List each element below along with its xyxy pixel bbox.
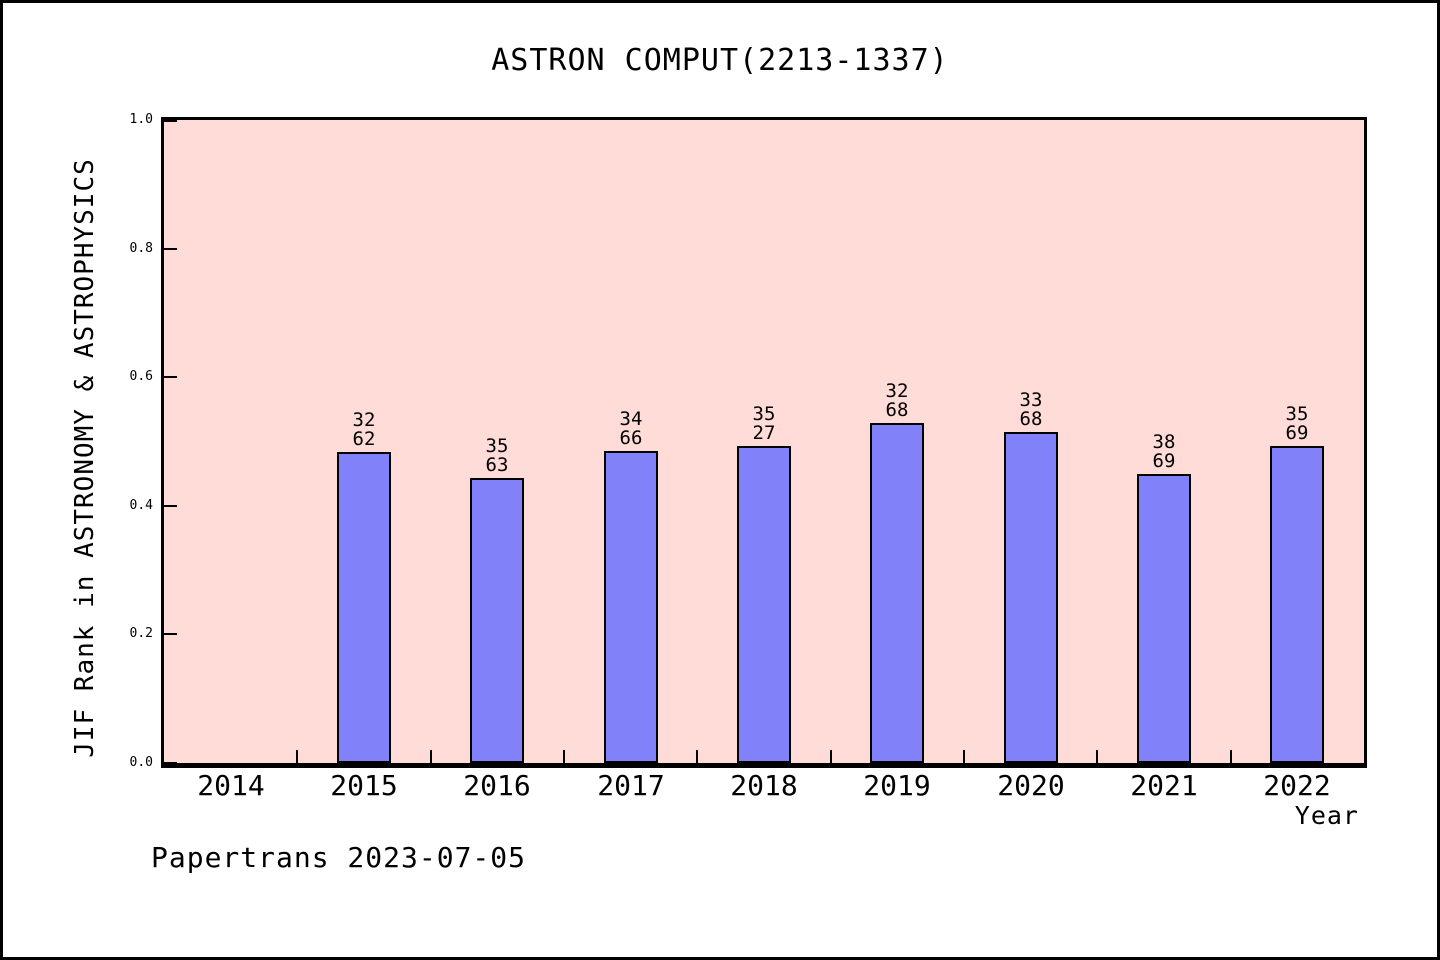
x-tick-mark: [696, 750, 698, 763]
bar: [604, 451, 658, 763]
bar: [870, 423, 924, 763]
bar-label-total: 69: [1152, 450, 1176, 472]
y-tick-label: 0.2: [129, 626, 153, 641]
x-axis-label: Year: [1294, 801, 1359, 830]
bar-label-total: 62: [352, 428, 376, 450]
x-tick-label: 2020: [997, 769, 1065, 802]
y-tick-label: 1.0: [129, 112, 153, 127]
bar-label: 32 62: [353, 411, 376, 449]
bar-label: 35 69: [1286, 405, 1309, 443]
x-tick-mark: [430, 750, 432, 763]
bar-label-rank: 38: [1152, 431, 1176, 453]
bar-label-total: 66: [619, 427, 643, 449]
watermark-text: Papertrans 2023-07-05: [151, 841, 527, 874]
x-tick-label: 2015: [330, 769, 398, 802]
bar-label: 38 69: [1153, 433, 1176, 471]
x-tick-mark: [830, 750, 832, 763]
bar-label-total: 69: [1285, 422, 1309, 444]
bar-label-rank: 35: [485, 435, 509, 457]
bar-label-total: 68: [1019, 408, 1043, 430]
x-tick-label: 2021: [1130, 769, 1198, 802]
y-tick-mark: [164, 762, 177, 764]
plot-area: 32 62 35 63 34 66 35 27 32 68 33 68 38 69 35 69: [161, 117, 1367, 768]
bar-label: 32 68: [886, 382, 909, 420]
bar: [1137, 474, 1191, 763]
chart-title: ASTRON COMPUT(2213-1337): [491, 43, 949, 78]
y-tick-label: 0.8: [129, 241, 153, 256]
bar-label: 35 27: [753, 405, 776, 443]
bar-label-rank: 33: [1019, 389, 1043, 411]
x-tick-mark: [296, 750, 298, 763]
bar-label: 33 68: [1020, 391, 1043, 429]
x-tick-mark: [1096, 750, 1098, 763]
bar-label-rank: 32: [885, 380, 909, 402]
x-tick-label: 2018: [730, 769, 798, 802]
bar-label-rank: 35: [1285, 403, 1309, 425]
x-tick-mark: [563, 750, 565, 763]
y-tick-mark: [164, 505, 177, 507]
bar: [470, 478, 524, 763]
x-tick-label: 2014: [197, 769, 265, 802]
x-tick-mark: [1230, 750, 1232, 763]
x-tick-label: 2022: [1263, 769, 1331, 802]
bar-label-rank: 35: [752, 403, 776, 425]
x-tick-label: 2019: [863, 769, 931, 802]
bar: [337, 452, 391, 763]
x-tick-label: 2017: [597, 769, 665, 802]
y-tick-mark: [164, 376, 177, 378]
bar-label-total: 68: [885, 399, 909, 421]
bar: [1004, 432, 1058, 763]
y-tick-mark: [164, 633, 177, 635]
bar-label: 34 66: [620, 410, 643, 448]
bar-label-rank: 32: [352, 409, 376, 431]
bar-label-rank: 34: [619, 408, 643, 430]
y-tick-mark: [164, 248, 177, 250]
y-tick-label: 0.0: [129, 755, 153, 770]
x-tick-label: 2016: [463, 769, 531, 802]
y-tick-mark: [164, 120, 177, 122]
bar-label: 35 63: [486, 437, 509, 475]
bar-label-total: 63: [485, 454, 509, 476]
bar: [737, 446, 791, 763]
x-tick-mark: [963, 750, 965, 763]
bar-label-total: 27: [752, 422, 776, 444]
bar: [1270, 446, 1324, 763]
y-tick-label: 0.6: [129, 369, 153, 384]
y-tick-label: 0.4: [129, 498, 153, 513]
